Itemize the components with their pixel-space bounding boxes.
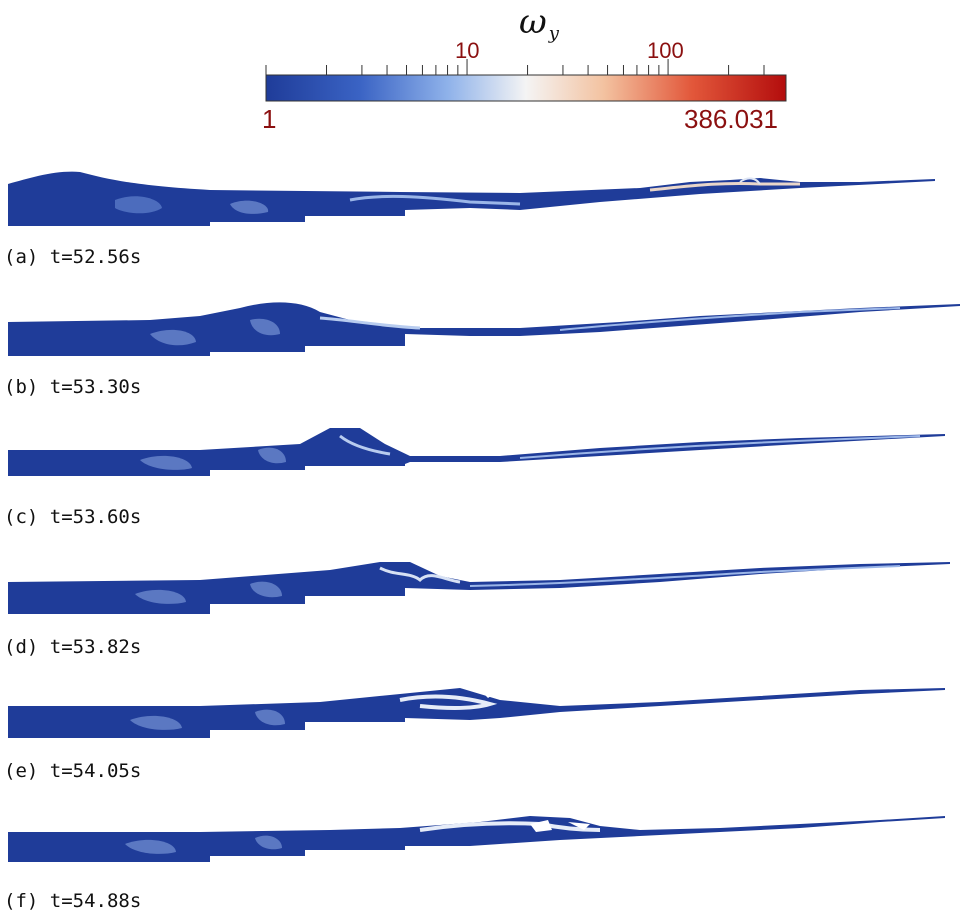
- panel-label-b: (b) t=53.30s: [4, 376, 142, 398]
- colorbar-tick-100: 100: [647, 38, 684, 63]
- panel-f: (f) t=54.88s: [0, 810, 967, 922]
- panel-label-c: (c) t=53.60s: [4, 506, 142, 528]
- panel-c: (c) t=53.60s: [0, 420, 967, 530]
- panel-b: (b) t=53.30s: [0, 290, 967, 400]
- panel-a: (a) t=52.56s: [0, 160, 967, 270]
- flow-field-b: [8, 302, 960, 356]
- colorbar-title-subscript: y: [548, 23, 559, 44]
- panel-label-f: (f) t=54.88s: [4, 890, 142, 912]
- colorbar-min-label: 1: [262, 104, 277, 134]
- panel-e: (e) t=54.05s: [0, 680, 967, 790]
- flow-field-e: [8, 688, 945, 738]
- colorbar-tick-10: 10: [455, 38, 480, 63]
- panel-d: (d) t=53.82s: [0, 550, 967, 660]
- flow-field-c: [8, 428, 945, 476]
- flow-field-d: [8, 562, 950, 614]
- panel-label-e: (e) t=54.05s: [4, 760, 142, 782]
- flow-field-f: [8, 816, 945, 862]
- flow-field-a: [8, 171, 935, 226]
- colorbar: [265, 59, 787, 102]
- colorbar-max-label: 386.031: [684, 104, 778, 134]
- panel-label-d: (d) t=53.82s: [4, 636, 142, 658]
- panel-label-a: (a) t=52.56s: [4, 246, 142, 268]
- colorbar-gradient: [265, 74, 787, 102]
- colorbar-ticks: [265, 59, 765, 75]
